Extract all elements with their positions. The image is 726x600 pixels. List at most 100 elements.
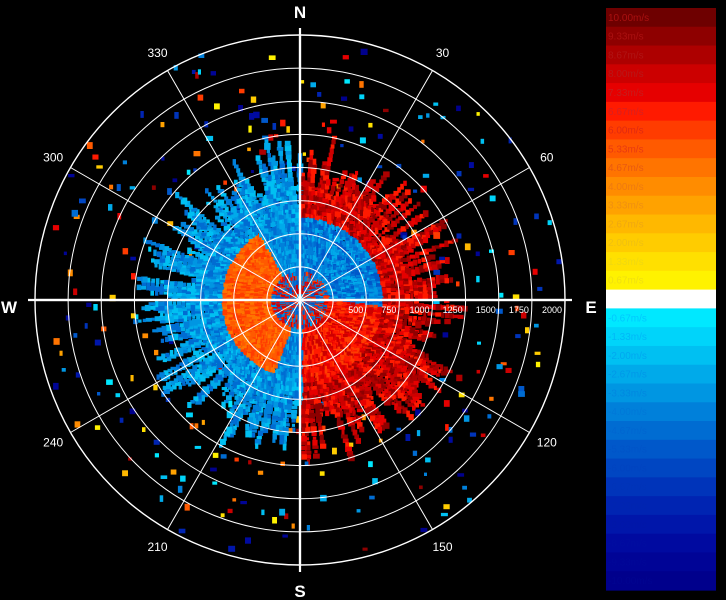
echo-cell: [263, 374, 268, 381]
echo-cell: [433, 227, 439, 235]
echo-cell: [300, 408, 306, 416]
echo-cell: [321, 164, 328, 171]
echo-cell: [435, 304, 443, 311]
echo-cell: [347, 443, 352, 450]
echo-cell: [456, 171, 462, 177]
echo-cell: [312, 439, 318, 446]
echo-cell: [412, 450, 418, 456]
echo-cell: [397, 379, 405, 385]
echo-cell: [338, 223, 343, 228]
echo-cell: [403, 347, 407, 353]
echo-cell: [345, 388, 353, 393]
echo-cell: [383, 320, 390, 327]
echo-cell: [316, 384, 321, 391]
echo-cell: [373, 186, 380, 193]
echo-cell: [303, 194, 308, 201]
echo-cell: [195, 398, 202, 405]
echo-cell: [425, 255, 431, 262]
echo-cell: [410, 301, 414, 305]
echo-cell: [389, 333, 395, 338]
echo-cell: [376, 372, 380, 376]
echo-cell: [391, 327, 397, 333]
echo-cell: [381, 328, 387, 332]
echo-cell: [390, 314, 395, 320]
echo-cell: [348, 422, 355, 427]
echo-cell: [128, 457, 132, 461]
echo-cell: [304, 372, 308, 379]
echo-cell: [193, 350, 200, 356]
echo-cell: [377, 286, 383, 293]
echo-cell: [356, 415, 363, 419]
echo-cell: [359, 81, 364, 88]
echo-cell: [263, 385, 269, 391]
echo-cell: [373, 309, 377, 315]
echo-cell: [342, 170, 348, 176]
echo-cell: [327, 382, 333, 387]
echo-cell: [393, 399, 398, 403]
echo-cell: [439, 219, 445, 227]
echo-cell: [408, 364, 414, 372]
echo-cell: [301, 172, 305, 177]
echo-cell: [281, 426, 285, 432]
echo-cell: [432, 304, 437, 310]
echo-cell: [386, 267, 393, 274]
echo-cell: [319, 230, 325, 234]
echo-cell: [327, 395, 331, 403]
echo-cell: [411, 234, 417, 242]
echo-cell: [411, 217, 418, 225]
echo-cell: [317, 214, 323, 221]
echo-cell: [410, 243, 416, 249]
echo-cell: [421, 278, 427, 282]
echo-cell: [404, 317, 408, 322]
echo-cell: [358, 236, 362, 243]
echo-cell: [213, 358, 220, 363]
echo-cell: [248, 372, 255, 378]
echo-cell: [381, 364, 387, 371]
echo-cell: [266, 390, 273, 397]
echo-cell: [381, 203, 387, 210]
echo-cell: [435, 275, 439, 282]
echo-cell: [427, 377, 433, 382]
echo-cell: [385, 393, 390, 400]
echo-cell: [182, 382, 186, 386]
echo-cell: [371, 195, 377, 202]
echo-cell: [281, 421, 286, 428]
echo-cell: [439, 378, 447, 382]
echo-cell: [367, 353, 372, 360]
echo-cell: [406, 410, 410, 418]
echo-cell: [220, 370, 224, 378]
echo-cell: [319, 434, 324, 440]
echo-cell: [282, 416, 287, 424]
echo-cell: [381, 222, 385, 228]
echo-cell: [324, 222, 329, 227]
echo-cell: [405, 342, 411, 347]
echo-cell: [358, 396, 363, 402]
echo-cell: [94, 425, 101, 430]
echo-cell: [400, 352, 405, 359]
echo-cell: [205, 340, 209, 348]
echo-cell: [393, 231, 399, 237]
echo-cell: [424, 228, 428, 235]
echo-cell: [320, 494, 327, 502]
echo-cell: [403, 332, 410, 338]
echo-cell: [363, 405, 368, 409]
echo-cell: [331, 199, 338, 207]
echo-cell: [454, 305, 459, 312]
echo-cell: [210, 360, 216, 367]
echo-cell: [421, 257, 426, 263]
echo-cell: [384, 262, 390, 266]
echo-cell: [406, 348, 413, 356]
echo-cell: [341, 96, 348, 101]
echo-cell: [313, 209, 319, 215]
echo-cell: [299, 400, 307, 406]
echo-cell: [427, 227, 433, 232]
echo-cell: [390, 292, 398, 299]
echo-cell: [355, 170, 359, 176]
echo-cell: [190, 400, 195, 404]
echo-cell: [405, 392, 409, 400]
echo-cell: [384, 315, 391, 323]
echo-cell: [411, 358, 418, 366]
echo-cell: [396, 328, 400, 335]
echo-cell: [383, 201, 391, 205]
echo-cell: [185, 378, 190, 385]
